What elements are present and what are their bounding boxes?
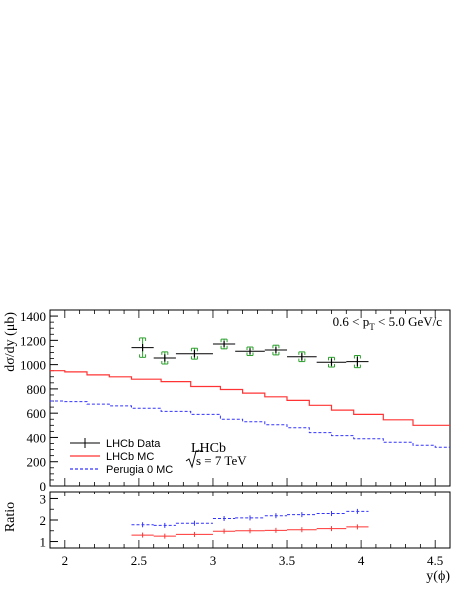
x-tick-label: 2.5 [131,553,147,568]
y-tick-label: 1200 [20,333,46,348]
ratio-point-mc [346,524,369,530]
ratio-point-mc [153,533,176,539]
main-x-ticks [64,310,436,486]
ratio-point-perugia [235,515,265,521]
ratio-panel: 123 2 2.5 3 3.5 4 4.5 Ratio y(ϕ) [3,491,451,584]
y-tick-label: 400 [27,430,47,445]
ratio-point-mc [287,527,317,533]
x-tick-label: 4 [358,553,365,568]
y-tick-label: 1000 [20,358,46,373]
main-y-ticks: 0 200 400 600 800 1000 1200 1400 [20,309,58,494]
ratio-point-mc [235,528,265,534]
legend-entry-mc: LHCb MC [70,451,154,463]
data-points [131,337,369,369]
ratio-y-tick-label: 1 [40,535,47,550]
ratio-point-perugia [212,515,236,521]
ratio-x-ticks: 2 2.5 3 3.5 4 4.5 [62,492,443,568]
y-tick-label: 0 [40,479,47,494]
data-point [264,344,288,356]
legend-entry-data: LHCb Data [70,438,161,450]
data-point [175,347,213,360]
main-plot-frame [49,309,451,487]
x-tick-label: 2 [62,553,69,568]
energy-text: s = 7 TeV [196,453,247,468]
perugia-line [50,400,450,448]
ratio-point-mc [316,526,347,532]
data-point [235,346,265,357]
legend-perugia-label: Perugia 0 MC [106,464,173,476]
mc-line [50,370,450,426]
ratio-point-mc [131,532,154,538]
ratio-point-perugia [287,512,317,518]
ratio-y-ticks: 1 2 3 [40,491,58,550]
legend: LHCb Data LHCb MC Perugia 0 MC [70,438,173,476]
data-point [153,351,176,365]
y-tick-label: 1400 [20,309,46,324]
y-tick-label: 200 [27,455,47,470]
y-axis-label: dσ/dy (μb) [3,312,18,372]
legend-data-label: LHCb Data [106,438,161,450]
legend-mc-label: LHCb MC [106,451,154,463]
x-tick-label: 4.5 [427,553,443,568]
sqrt-symbol [185,450,203,469]
ratio-point-perugia [131,522,154,528]
perugia-histogram [50,400,450,448]
y-tick-label: 600 [27,406,47,421]
ratio-point-mc [264,527,288,533]
y-tick-label: 800 [27,382,47,397]
data-point [287,351,317,363]
ratio-y-axis-label: Ratio [3,502,18,532]
ratio-point-perugia [346,508,369,514]
data-point [131,337,154,358]
kinematic-range-label: 0.6 < pT < 5.0 GeV/c [333,314,443,332]
ratio-y-tick-label: 3 [40,491,47,506]
ratio-point-perugia [316,511,347,517]
ratio-points [131,508,369,539]
data-point [212,338,236,350]
ratio-point-perugia [175,520,213,526]
x-tick-label: 3.5 [279,553,295,568]
legend-entry-perugia: Perugia 0 MC [70,464,173,476]
energy-label: s = 7 TeV [185,450,247,469]
ratio-point-mc [175,531,213,537]
ratio-point-perugia [153,522,176,528]
experiment-label: LHCb [191,441,226,456]
x-axis-label: y(ϕ) [426,569,450,584]
ratio-point-perugia [264,513,288,519]
data-point [316,356,347,368]
main-panel: 0 200 400 600 800 1000 1200 1400 dσ/dy (μb) 0.6… [3,309,451,494]
ratio-y-tick-label: 2 [40,513,47,528]
ratio-point-mc [212,528,236,534]
mc-histogram [50,370,450,426]
x-tick-label: 3 [210,553,217,568]
data-point [346,355,369,369]
